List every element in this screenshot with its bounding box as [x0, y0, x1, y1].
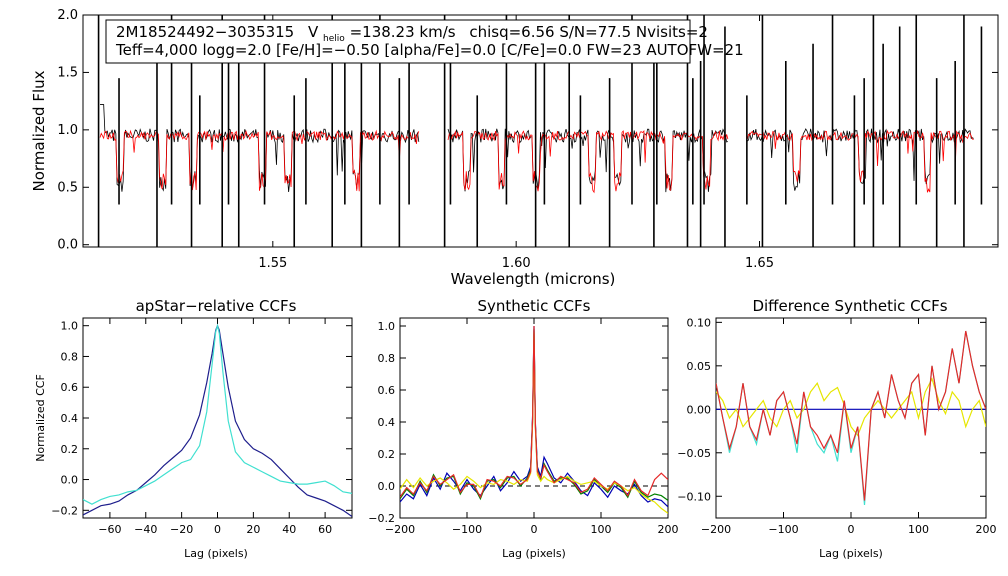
synthetic-ccf-y-tick-label: 0.0	[378, 480, 396, 493]
apstar-ccf-y-tick-label: 0.8	[61, 350, 79, 363]
difference-ccf-x-tick-label: 100	[908, 523, 929, 536]
spectrum-series	[97, 15, 983, 247]
spectrum-y-tick-label: 2.0	[57, 8, 78, 23]
spectrum-y-ticks: 0.0 0.5 1.0 1.5 2.0	[57, 8, 998, 253]
apstar-ccf-panel: apStar−relative CCFs −60 −40 −20 0 20 40 60 −0…	[34, 297, 353, 560]
spectrum-y-tick-label: 1.0	[57, 123, 78, 138]
synthetic-ccf-x-tick-label: −200	[385, 523, 415, 536]
synthetic-ccf-panel: Synthetic CCFs −200 −100 0 100 200 −0.2 0.0 0.…	[368, 297, 678, 560]
difference-ccf-title: Difference Synthetic CCFs	[752, 297, 947, 315]
difference-ccf-series	[716, 330, 986, 506]
apstar-ccf-x-tick-label: 20	[246, 523, 260, 536]
difference-ccf-series-red	[716, 330, 986, 501]
apstar-ccf-x-tick-label: −40	[134, 523, 157, 536]
synthetic-ccf-series	[400, 325, 668, 514]
difference-ccf-y-tick-label: −0.10	[677, 490, 711, 503]
v-helio-value: =138.23 km/s	[350, 23, 456, 41]
apstar-ccf-series-combined	[83, 323, 352, 505]
annotation-line-1: 2M18524492−3035315 V helio =138.23 km/s …	[116, 23, 708, 45]
spectrum-x-tick-label: 1.60	[502, 256, 531, 271]
difference-ccf-series-cyan	[716, 330, 986, 506]
difference-ccf-series-yellow	[716, 377, 986, 437]
parameter-annotation: 2M18524492−3035315 V helio =138.23 km/s …	[105, 19, 744, 64]
synthetic-ccf-x-tick-label: −100	[452, 523, 482, 536]
apstar-ccf-x-tick-label: −20	[170, 523, 193, 536]
apstar-ccf-x-axis-label: Lag (pixels)	[184, 547, 248, 560]
spectrum-plot-frame	[82, 14, 999, 248]
apstar-ccf-y-tick-label: −0.2	[51, 504, 78, 517]
synthetic-ccf-series-red	[400, 325, 668, 499]
apstar-ccf-x-tick-label: 0	[214, 523, 221, 536]
apstar-ccf-x-tick-label: 40	[282, 523, 296, 536]
difference-ccf-plot-frame	[715, 317, 987, 519]
spectrum-y-tick-label: 0.5	[57, 180, 78, 195]
fit-statistics: chisq=6.56 S/N=77.5 Nvisits=2	[469, 23, 708, 41]
difference-ccf-y-tick-label: 0.00	[687, 403, 712, 416]
apstar-ccf-series	[83, 323, 352, 517]
difference-ccf-x-tick-label: 0	[848, 523, 855, 536]
difference-ccf-x-tick-label: −200	[701, 523, 731, 536]
apstar-ccf-x-ticks: −60 −40 −20 0 20 40 60	[98, 318, 332, 536]
spectrum-x-ticks: 1.55 1.60 1.65	[258, 15, 774, 271]
difference-ccf-x-axis-label: Lag (pixels)	[819, 547, 883, 560]
synthetic-ccf-title: Synthetic CCFs	[478, 297, 591, 315]
apstar-ccf-y-tick-label: 1.0	[61, 320, 79, 333]
apstar-ccf-y-tick-label: 0.0	[61, 474, 79, 487]
difference-ccf-x-tick-label: −100	[768, 523, 798, 536]
synthetic-ccf-y-tick-label: −0.2	[368, 512, 395, 525]
synthetic-ccf-y-tick-label: 1.0	[378, 320, 396, 333]
v-helio-symbol: V	[308, 23, 319, 41]
annotation-line-2: Teff=4,000 logg=2.0 [Fe/H]=−0.50 [alpha/…	[115, 41, 744, 59]
spectrum-x-tick-label: 1.65	[745, 256, 774, 271]
synthetic-ccf-y-tick-label: 0.6	[378, 384, 396, 397]
apstar-ccf-series-visit	[83, 324, 352, 517]
synthetic-ccf-x-tick-label: 0	[531, 523, 538, 536]
star-id: 2M18524492−3035315	[116, 23, 294, 41]
apstar-ccf-y-tick-label: 0.6	[61, 381, 79, 394]
difference-ccf-y-tick-label: 0.05	[687, 360, 712, 373]
parameter-annotation-box	[105, 19, 691, 64]
spectrum-x-axis-label: Wavelength (microns)	[451, 270, 616, 288]
apstar-ccf-y-tick-label: 0.2	[61, 443, 79, 456]
difference-ccf-y-tick-label: 0.10	[687, 316, 712, 329]
difference-ccf-x-ticks: −200 −100 0 100 200	[701, 318, 997, 536]
spectrum-y-axis-label: Normalized Flux	[30, 70, 48, 191]
apstar-ccf-y-tick-label: 0.4	[61, 412, 79, 425]
spectrum-x-tick-label: 1.55	[258, 256, 287, 271]
synthetic-ccf-y-tick-label: 0.8	[378, 352, 396, 365]
apstar-ccf-x-tick-label: 60	[318, 523, 332, 536]
spectrum-y-tick-label: 0.0	[57, 238, 78, 253]
synthetic-ccf-x-tick-label: 200	[658, 523, 679, 536]
synthetic-ccf-y-tick-label: 0.4	[378, 416, 396, 429]
observed-spectrum-line	[100, 104, 974, 193]
difference-ccf-panel: Difference Synthetic CCFs −200 −100 0 100 20…	[677, 297, 996, 560]
apstar-ccf-plot-frame	[82, 317, 353, 519]
synthetic-ccf-x-axis-label: Lag (pixels)	[502, 547, 566, 560]
apstar-ccf-x-tick-label: −60	[98, 523, 121, 536]
synthetic-ccf-x-tick-label: 100	[591, 523, 612, 536]
synthetic-ccf-x-ticks: −200 −100 0 100 200	[385, 318, 679, 536]
synthetic-ccf-y-tick-label: 0.2	[378, 448, 396, 461]
difference-ccf-y-tick-label: −0.05	[677, 447, 711, 460]
v-helio-subscript: helio	[323, 34, 345, 44]
apstar-ccf-title: apStar−relative CCFs	[136, 297, 297, 315]
apstar-ccf-y-axis-label: Normalized CCF	[34, 374, 47, 462]
apstar-ccf-y-ticks: −0.2 0.0 0.2 0.4 0.6 0.8 1.0	[51, 320, 352, 517]
difference-ccf-x-tick-label: 200	[976, 523, 997, 536]
spectrum-panel: 1.55 1.60 1.65 0.0 0.5 1.0 1.5 2.0 Wavelength …	[30, 8, 999, 288]
spectrum-y-tick-label: 1.5	[57, 65, 78, 80]
